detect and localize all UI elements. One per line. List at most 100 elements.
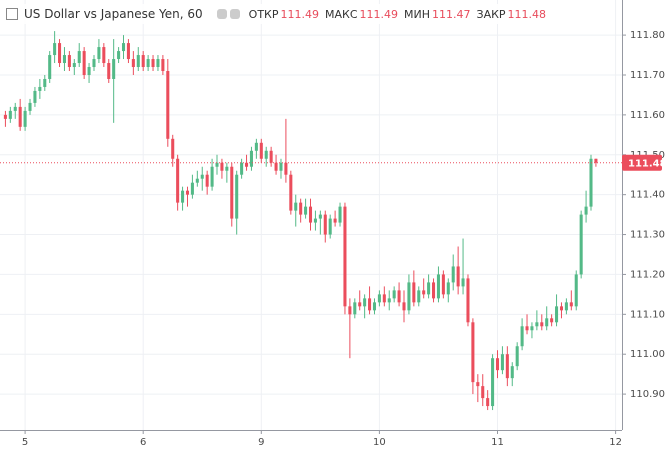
- candle-body: [353, 302, 357, 315]
- candle-body: [259, 142, 263, 159]
- ohlc-stats: ОТКР 111.49 МАКС 111.49 МИН 111.47 ЗАКР 111.48: [243, 7, 546, 21]
- x-tick-label: 9: [258, 437, 264, 448]
- x-tick-label: 6: [140, 437, 146, 448]
- candle-body: [294, 202, 298, 211]
- candle-body: [377, 294, 381, 303]
- y-tick-label: 111.80: [630, 30, 665, 41]
- candle-body: [397, 290, 401, 303]
- candle-body: [190, 182, 194, 195]
- candle-body: [382, 294, 386, 303]
- candle-body: [33, 90, 37, 103]
- candle-body: [77, 51, 81, 64]
- candle-body: [141, 55, 145, 68]
- candle-body: [555, 306, 559, 323]
- candle-body: [318, 214, 322, 219]
- y-tick-label: 111.20: [630, 269, 665, 280]
- candle-body: [441, 274, 445, 295]
- candle-body: [427, 282, 431, 295]
- candle-body: [3, 114, 7, 119]
- candle-body: [215, 162, 219, 167]
- candle-body: [18, 106, 22, 127]
- candle-body: [13, 106, 17, 111]
- candle-body: [112, 59, 116, 79]
- candle-body: [569, 302, 573, 307]
- collapse-icon[interactable]: [6, 8, 18, 20]
- candle-body: [121, 43, 126, 52]
- candle-body: [117, 51, 121, 60]
- candle-body: [505, 354, 509, 379]
- x-tick-label: 10: [373, 437, 386, 448]
- candle-body: [422, 290, 426, 295]
- candle-body: [313, 218, 317, 223]
- stat-label: МАКС: [325, 8, 358, 21]
- candle-body: [402, 302, 406, 311]
- candle-body: [185, 190, 190, 195]
- candle-body: [515, 346, 519, 367]
- candle-body: [436, 274, 440, 299]
- candle-body: [23, 110, 27, 127]
- stat-label: МИН: [404, 8, 431, 21]
- candle-body: [358, 302, 362, 307]
- candle-body: [171, 138, 175, 159]
- candle-body: [304, 206, 308, 215]
- candle-body: [87, 67, 91, 75]
- symbol-title: US Dollar vs Japanese Yen, 60: [24, 7, 203, 21]
- candle-body: [387, 298, 391, 303]
- candle-body: [348, 306, 352, 315]
- y-tick-label: 111.40: [630, 190, 665, 201]
- candle-body: [500, 354, 504, 371]
- candle-body: [392, 290, 396, 299]
- candle-body: [210, 166, 214, 187]
- candle-body: [530, 326, 534, 331]
- candle-body: [574, 274, 578, 307]
- candle-body: [412, 282, 416, 303]
- stat-value: 111.49: [359, 8, 399, 21]
- candle-body: [559, 306, 563, 311]
- candle-body: [126, 43, 130, 60]
- candle-body: [466, 278, 470, 323]
- candle-body: [274, 162, 278, 171]
- candle-body: [8, 110, 12, 119]
- candle-body: [205, 174, 209, 187]
- y-tick-label: 111.10: [630, 309, 665, 320]
- candle-body: [43, 78, 47, 87]
- y-tick-label: 111.00: [630, 349, 665, 360]
- candle-body: [451, 266, 455, 283]
- candle-body: [461, 278, 465, 287]
- candle-body: [471, 322, 475, 383]
- visibility-icon[interactable]: [216, 9, 227, 19]
- candle-body: [363, 298, 367, 307]
- settings-icon[interactable]: [229, 9, 240, 19]
- candle-body: [333, 218, 337, 223]
- candle-body: [195, 178, 199, 183]
- candle-body: [28, 102, 32, 111]
- candle-body: [495, 358, 500, 371]
- y-tick-label: 111.70: [630, 70, 665, 81]
- candle-body: [156, 59, 160, 68]
- stat-value: 111.49: [280, 8, 320, 21]
- candle-body: [58, 43, 62, 64]
- candle-body: [564, 302, 568, 311]
- x-tick-label: 5: [22, 437, 28, 448]
- candle-body: [579, 214, 583, 275]
- candle-body: [92, 59, 96, 68]
- x-tick-label: 12: [609, 437, 622, 448]
- candle-body: [62, 55, 66, 64]
- candle-body: [269, 150, 273, 163]
- candle-body: [432, 282, 436, 299]
- candle-body: [368, 298, 372, 311]
- candle-body: [230, 166, 234, 219]
- candle-body: [491, 358, 495, 407]
- candle-body: [584, 206, 588, 215]
- candle-body: [72, 63, 76, 68]
- candle-body: [176, 158, 180, 203]
- stat-label: ОТКР: [248, 8, 279, 21]
- candle-body: [328, 218, 332, 235]
- candle-body: [161, 59, 165, 72]
- candle-body: [545, 318, 549, 327]
- candle-body: [520, 326, 524, 347]
- candle-body: [338, 206, 342, 223]
- candle-body: [181, 190, 185, 203]
